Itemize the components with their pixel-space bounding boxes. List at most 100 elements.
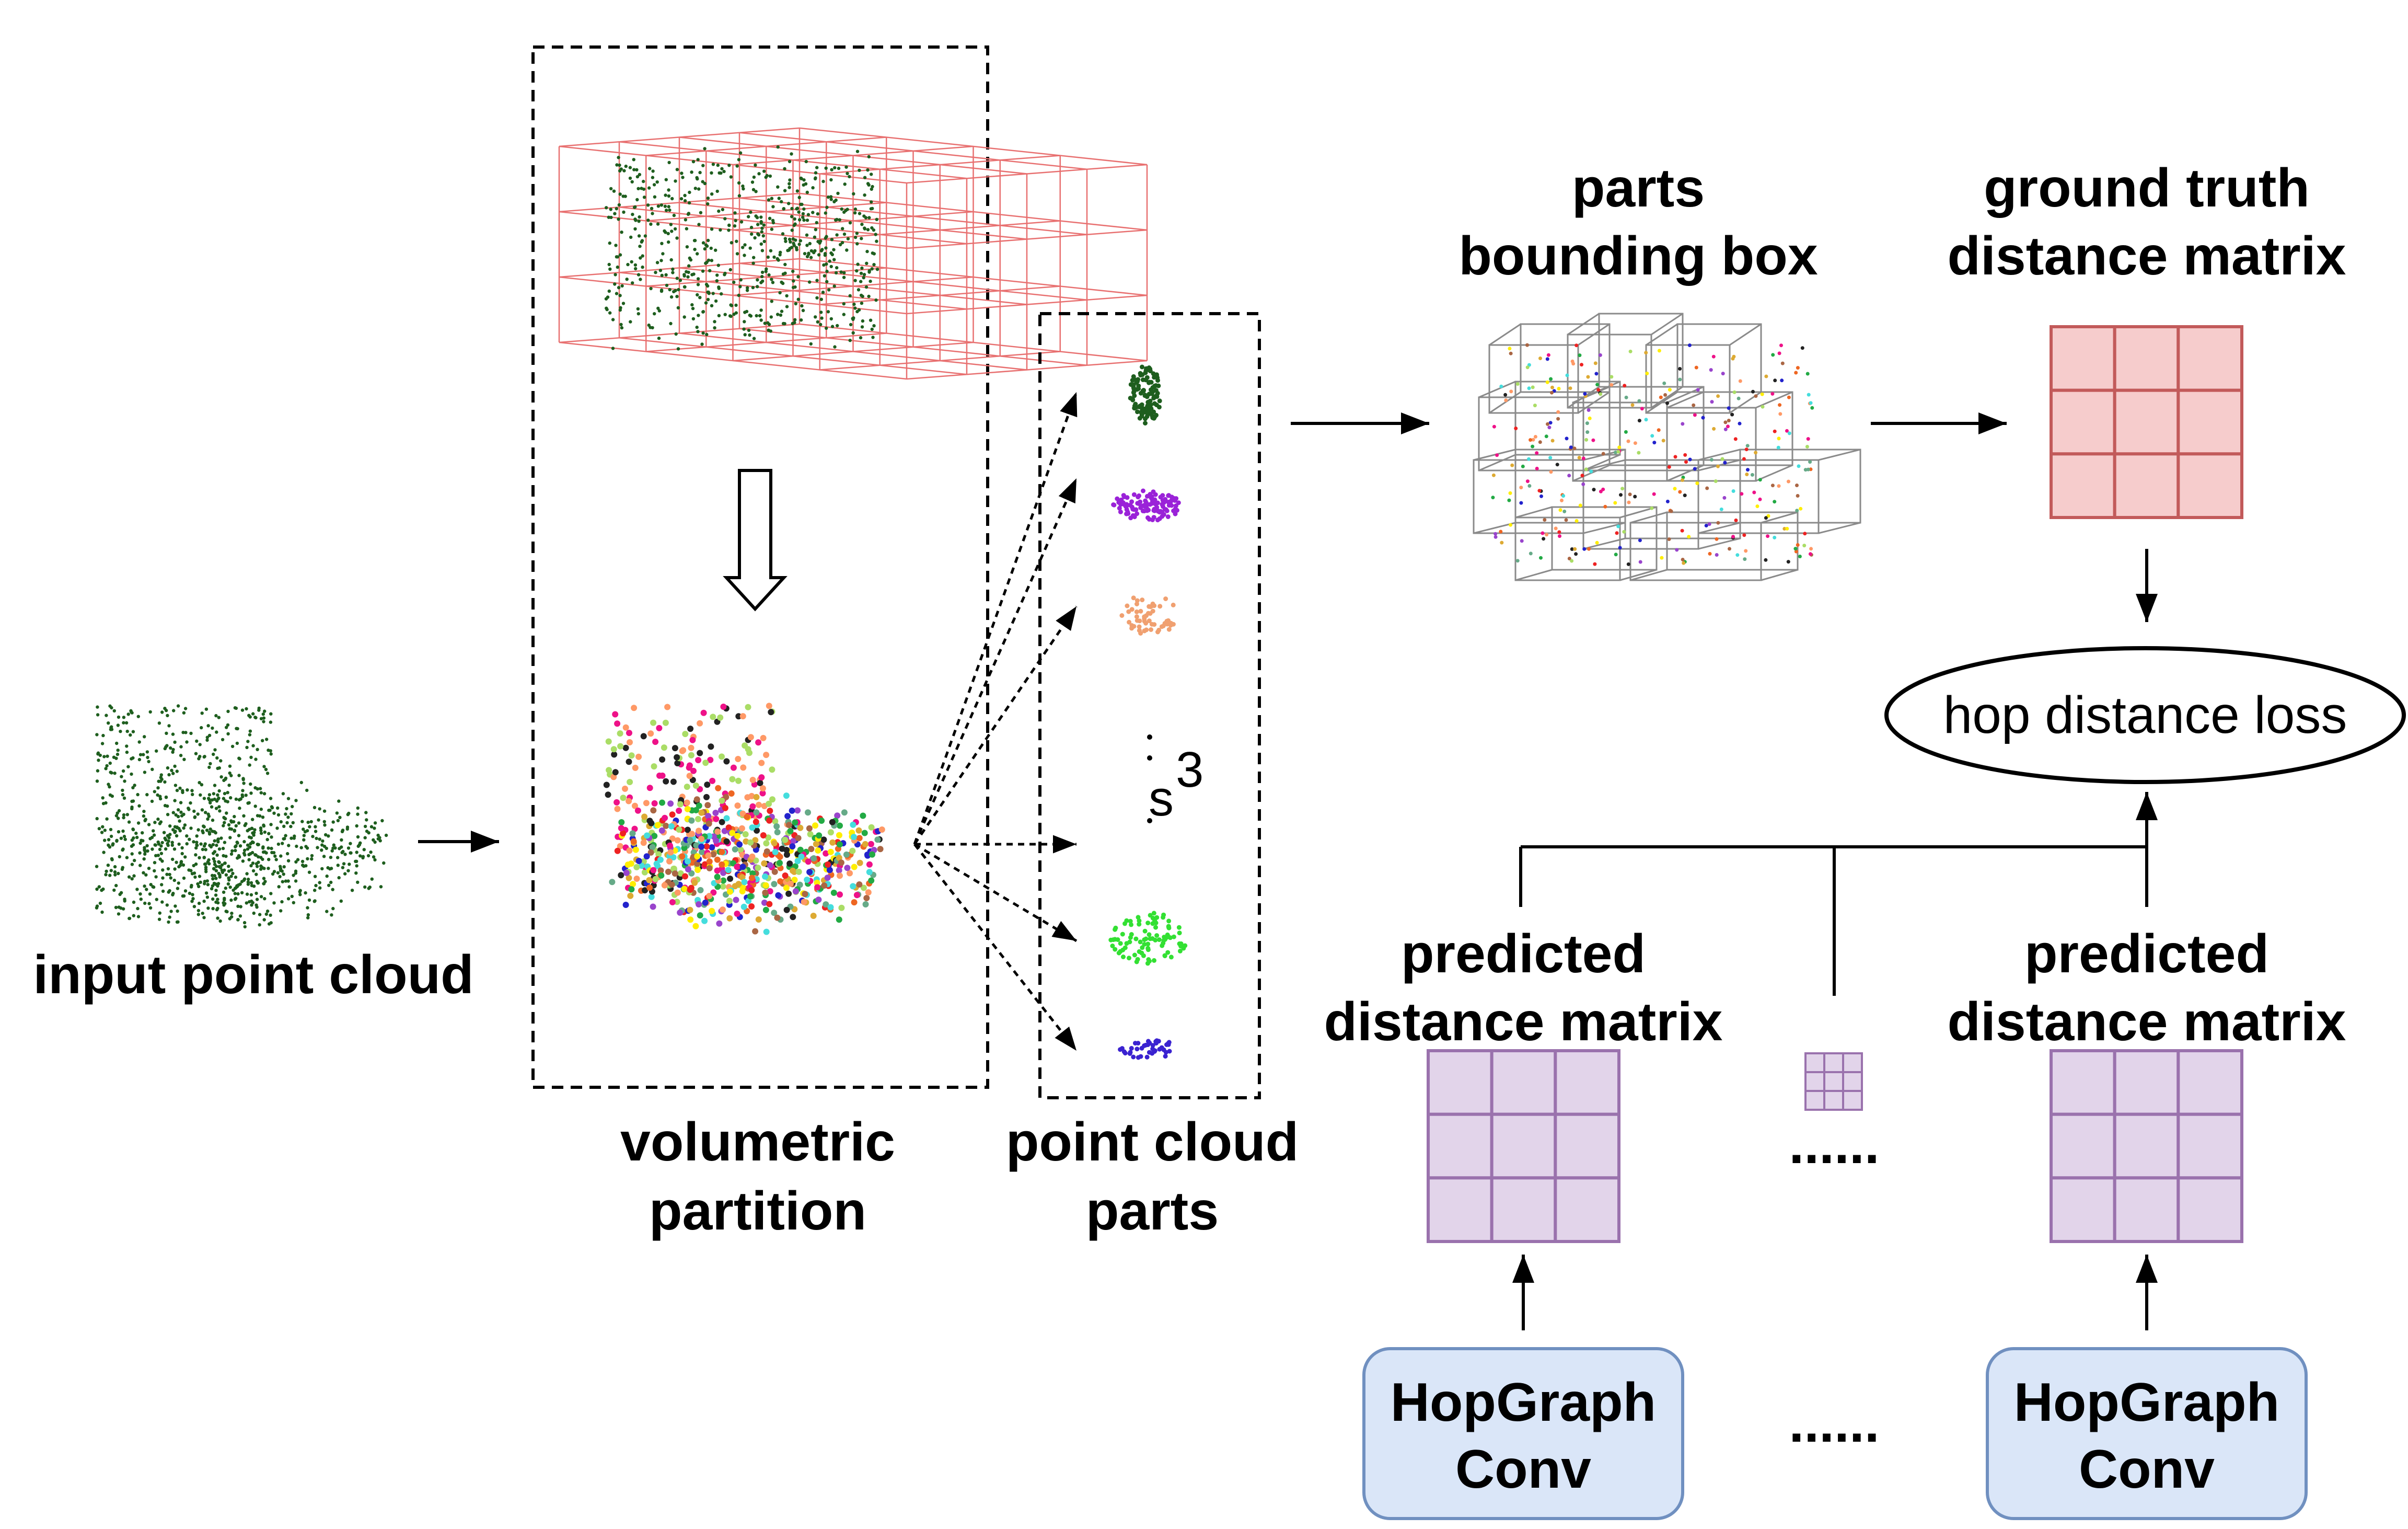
point: [270, 835, 273, 839]
point: [137, 757, 142, 762]
point: [865, 249, 869, 254]
point: [1773, 429, 1777, 433]
point: [1580, 474, 1584, 478]
point: [173, 799, 177, 802]
point: [202, 824, 205, 828]
point: [711, 163, 715, 166]
point: [1798, 555, 1802, 558]
point: [158, 857, 162, 861]
point: [237, 756, 241, 760]
point: [1127, 1051, 1132, 1056]
point: [697, 720, 703, 727]
point: [237, 774, 241, 777]
point: [657, 856, 664, 863]
parts-bbox-title-line2: bounding box: [1458, 226, 1818, 286]
point: [866, 168, 870, 172]
point: [229, 852, 234, 856]
point: [632, 168, 636, 171]
point: [134, 831, 138, 835]
point: [1575, 519, 1579, 523]
matrix-cell: [1554, 1112, 1620, 1180]
point: [646, 877, 653, 883]
point: [1138, 1054, 1143, 1059]
point: [1156, 1039, 1161, 1044]
point: [859, 271, 863, 275]
point: [161, 889, 165, 893]
point: [840, 207, 844, 211]
grid-line: [559, 258, 800, 278]
point: [719, 819, 725, 825]
point: [1584, 438, 1589, 442]
point: [346, 813, 350, 817]
point: [815, 166, 819, 169]
point: [370, 877, 374, 881]
point: [757, 172, 761, 176]
point: [373, 821, 377, 825]
point: [248, 900, 251, 904]
point: [294, 799, 298, 802]
point: [694, 867, 701, 873]
point: [1710, 400, 1714, 404]
point: [274, 858, 278, 861]
point: [243, 848, 247, 852]
point: [1683, 493, 1687, 498]
point: [732, 846, 738, 853]
point: [1495, 453, 1499, 457]
point: [819, 323, 823, 326]
point: [1135, 409, 1140, 415]
hopgraph-conv-right[interactable]: HopGraph Conv: [1986, 1347, 2308, 1520]
point: [1728, 547, 1731, 551]
point: [125, 856, 129, 859]
point: [378, 839, 382, 843]
point: [1504, 398, 1508, 403]
point: [754, 827, 760, 834]
point: [1578, 503, 1582, 508]
point: [262, 720, 265, 723]
point: [276, 813, 281, 817]
point: [320, 867, 324, 871]
point: [715, 189, 719, 193]
point: [139, 898, 143, 901]
point: [1575, 343, 1579, 348]
point: [679, 853, 686, 860]
point: [167, 836, 171, 840]
point: [203, 755, 206, 758]
point: [115, 838, 119, 843]
point: [805, 219, 809, 222]
point: [177, 842, 181, 846]
point: [809, 256, 813, 259]
point: [136, 821, 141, 825]
point: [153, 861, 157, 865]
grid-line: [906, 294, 1148, 315]
point: [739, 810, 746, 817]
point: [1715, 553, 1719, 557]
point: [127, 820, 131, 824]
point: [248, 733, 252, 737]
point: [135, 835, 139, 840]
matrix-cell: [2050, 325, 2116, 392]
point: [657, 336, 661, 340]
point: [225, 811, 228, 815]
point: [107, 721, 110, 725]
point: [146, 849, 149, 853]
point: [700, 709, 707, 716]
point: [165, 872, 169, 876]
point: [382, 861, 386, 865]
point: [331, 846, 335, 850]
point: [859, 280, 863, 283]
point: [135, 888, 139, 891]
hopgraph-conv-left[interactable]: HopGraph Conv: [1362, 1347, 1684, 1520]
point: [1704, 524, 1708, 527]
point: [790, 206, 794, 211]
point: [632, 158, 636, 162]
point: [635, 198, 639, 202]
point: [384, 833, 388, 837]
point: [768, 216, 772, 220]
point: [1744, 447, 1749, 452]
point: [782, 207, 786, 211]
point: [826, 195, 830, 199]
point: [145, 888, 148, 891]
point: [842, 313, 846, 316]
grid-line: [733, 145, 974, 166]
point: [1601, 487, 1605, 491]
